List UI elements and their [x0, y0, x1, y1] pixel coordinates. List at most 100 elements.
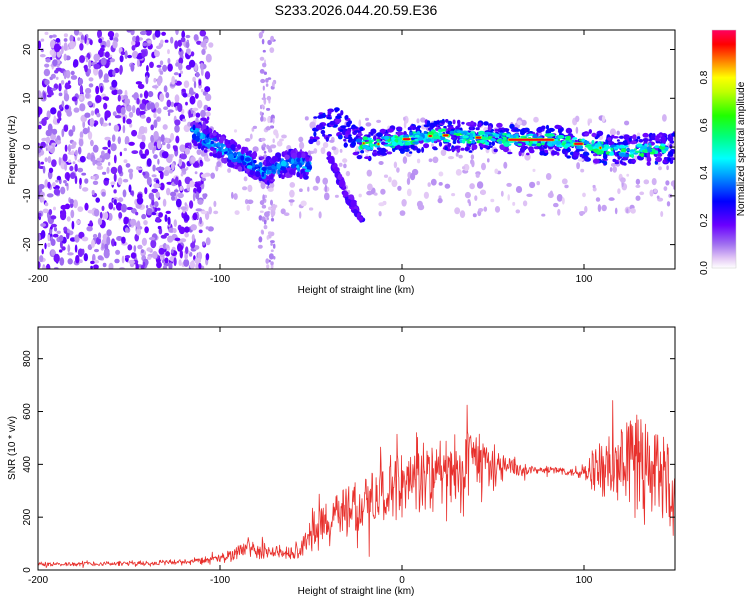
noise-blob: [556, 194, 563, 202]
signal-blob: [394, 136, 399, 139]
noise-blob: [69, 34, 74, 43]
signal-blob: [629, 149, 636, 152]
noise-blob: [108, 122, 112, 126]
signal-blob: [654, 137, 660, 141]
noise-blob: [51, 249, 56, 256]
noise-blob: [173, 219, 177, 228]
noise-blob: [92, 144, 99, 153]
signal-blob: [656, 152, 663, 157]
noise-blob: [63, 93, 70, 102]
signal-peak: [428, 135, 432, 137]
noise-blob: [267, 77, 272, 80]
noise-blob: [64, 162, 68, 171]
noise-blob: [366, 190, 373, 196]
signal-blob: [556, 148, 561, 152]
noise-blob: [263, 71, 267, 75]
noise-blob: [175, 30, 179, 36]
signal-blob: [237, 151, 242, 157]
noise-blob: [162, 198, 167, 207]
signal-blob: [648, 142, 652, 146]
noise-blob: [42, 266, 47, 269]
noise-blob: [181, 88, 186, 93]
noise-blob: [153, 119, 158, 129]
noise-blob: [144, 149, 150, 156]
noise-blob: [45, 58, 51, 63]
noise-blob: [557, 208, 561, 216]
noise-blob: [38, 183, 45, 190]
noise-blob: [269, 125, 275, 129]
noise-blob: [99, 117, 104, 125]
noise-blob: [78, 77, 84, 86]
noise-blob: [64, 104, 70, 110]
noise-blob: [111, 238, 116, 247]
noise-blob: [53, 227, 58, 232]
noise-blob: [272, 138, 275, 143]
noise-blob: [630, 208, 636, 214]
signal-blob: [261, 171, 265, 177]
noise-blob: [639, 191, 645, 196]
noise-blob: [272, 243, 276, 249]
signal-blob: [671, 132, 675, 137]
signal-blob: [410, 144, 415, 150]
signal-blob: [205, 128, 209, 134]
noise-blob: [643, 179, 650, 185]
noise-blob: [272, 203, 276, 212]
noise-blob: [270, 199, 273, 206]
noise-blob: [93, 123, 97, 127]
noise-blob: [169, 169, 173, 174]
signal-blob: [201, 145, 206, 149]
signal-blob: [352, 209, 358, 214]
noise-blob: [51, 159, 57, 168]
noise-blob: [660, 211, 664, 217]
noise-blob: [71, 96, 78, 102]
noise-blob: [139, 30, 147, 36]
noise-blob: [272, 117, 275, 124]
signal-blob: [280, 166, 286, 171]
noise-blob: [74, 244, 78, 253]
noise-blob: [63, 53, 67, 61]
noise-blob: [39, 54, 46, 58]
noise-blob: [51, 87, 57, 91]
noise-blob: [89, 117, 95, 127]
signal-blob: [483, 144, 489, 149]
noise-blob: [88, 83, 94, 88]
signal-blob: [601, 160, 605, 164]
signal-blob: [350, 127, 356, 130]
noise-blob: [88, 59, 92, 69]
noise-blob: [147, 91, 154, 98]
signal-blob: [266, 176, 270, 180]
noise-blob: [180, 173, 184, 177]
noise-blob: [138, 126, 146, 135]
noise-blob: [165, 251, 170, 257]
noise-blob: [96, 112, 101, 118]
signal-blob: [630, 140, 637, 145]
noise-blob: [179, 185, 183, 191]
noise-blob: [503, 161, 508, 169]
signal-blob: [517, 143, 522, 146]
noise-blob: [106, 166, 110, 174]
noise-blob: [112, 69, 116, 76]
signal-blob: [443, 125, 447, 129]
signal-blob: [623, 162, 627, 166]
noise-blob: [47, 146, 51, 152]
noise-blob: [156, 207, 161, 211]
noise-blob: [316, 140, 321, 146]
snr-series-line: [38, 400, 675, 568]
noise-blob: [52, 34, 57, 38]
noise-blob: [120, 51, 126, 56]
signal-blob: [440, 120, 445, 124]
signal-peak: [377, 143, 380, 145]
noise-blob: [189, 95, 196, 105]
noise-blob: [478, 208, 484, 212]
noise-blob: [42, 165, 46, 174]
noise-blob: [515, 209, 521, 214]
noise-blob: [69, 198, 74, 205]
signal-blob: [369, 143, 374, 146]
noise-blob: [264, 211, 270, 218]
noise-blob: [300, 200, 307, 207]
noise-blob: [620, 177, 626, 183]
noise-blob: [194, 171, 198, 175]
noise-blob: [156, 107, 162, 114]
noise-blob: [260, 116, 264, 122]
noise-blob: [500, 190, 504, 197]
